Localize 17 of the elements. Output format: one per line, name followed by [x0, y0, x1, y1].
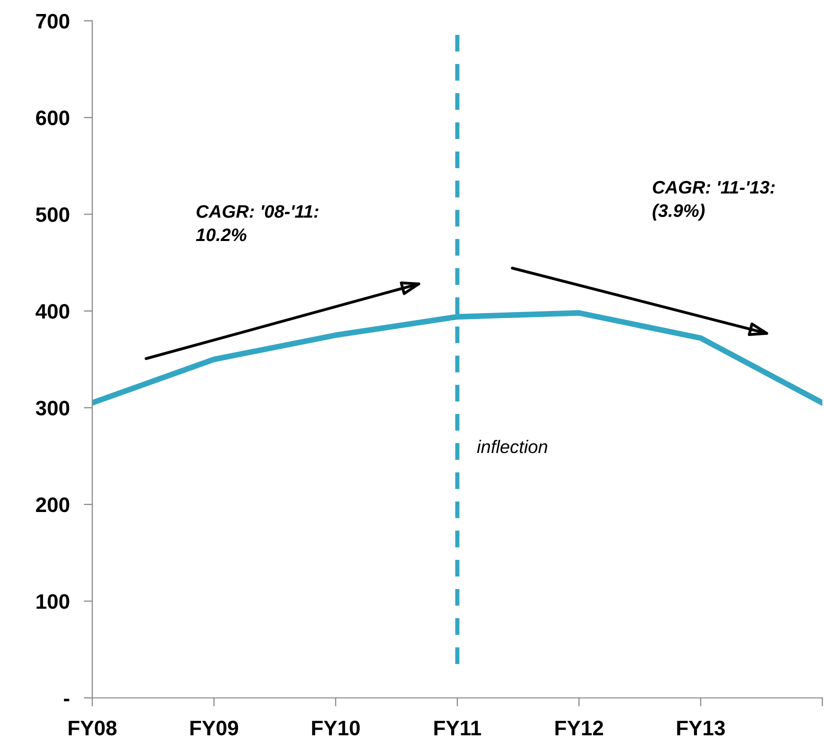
y-tick-label: 200 [36, 497, 70, 512]
x-tick-label: FY09 [190, 720, 238, 736]
ref-line-label: inflection [477, 440, 548, 454]
y-tick-label: 400 [36, 304, 70, 319]
annotation: CAGR: '08-'11: 10.2% [196, 205, 318, 242]
y-tick-label: 700 [36, 14, 70, 29]
x-tick-label: FY08 [68, 720, 117, 736]
x-tick-label: FY11 [434, 720, 482, 736]
y-tick-label: 600 [36, 110, 70, 126]
x-tick-label: FY12 [555, 720, 604, 736]
annotation: CAGR: '11-'13: (3.9%) [652, 180, 775, 221]
y-tick-label: - [64, 698, 70, 702]
y-tick-label: 300 [36, 400, 70, 416]
y-tick-label: 500 [36, 207, 70, 222]
y-tick-label: 100 [36, 594, 70, 609]
x-tick-label: FY13 [677, 720, 725, 736]
x-tick-label: FY10 [312, 720, 360, 736]
